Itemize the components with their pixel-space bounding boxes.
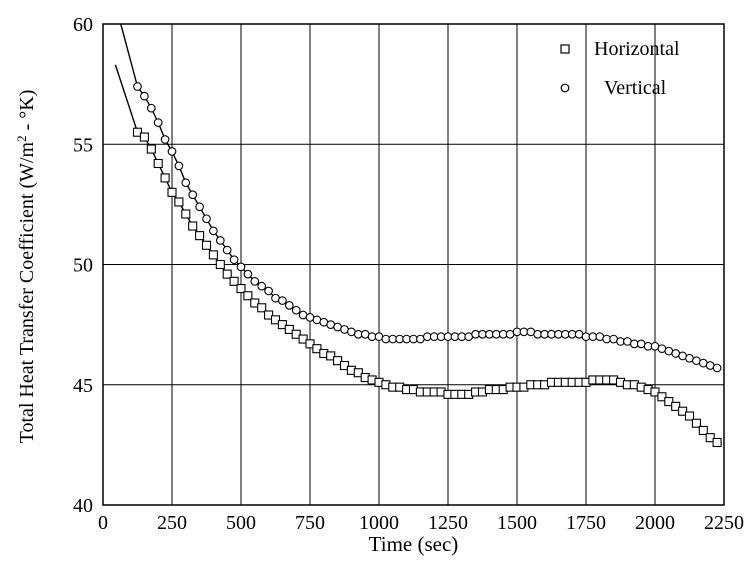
- data-point-horizontal: [257, 303, 267, 313]
- fit-curve-vertical: [120, 24, 718, 369]
- data-point-vertical: [236, 262, 246, 272]
- data-point-horizontal: [188, 221, 198, 231]
- data-point-horizontal: [229, 276, 239, 286]
- data-point-horizontal: [291, 329, 301, 339]
- data-point-horizontal: [353, 368, 363, 378]
- data-point-horizontal: [201, 240, 212, 250]
- data-point-horizontal: [305, 339, 315, 349]
- data-point-vertical: [202, 214, 211, 224]
- data-point-horizontal: [264, 310, 274, 320]
- data-point-vertical: [712, 363, 722, 373]
- data-point-horizontal: [678, 406, 688, 416]
- data-point-horizontal: [284, 324, 294, 334]
- data-point-horizontal: [664, 397, 674, 407]
- data-point-vertical: [153, 118, 163, 127]
- x-tick-label: 1750: [566, 512, 606, 534]
- data-point-vertical: [215, 236, 225, 245]
- data-point-horizontal: [712, 437, 722, 448]
- data-point-horizontal: [195, 231, 205, 241]
- data-point-horizontal: [650, 387, 660, 397]
- data-point-vertical: [284, 301, 294, 310]
- data-point-horizontal: [236, 283, 246, 294]
- x-tick-label: 2250: [704, 512, 744, 534]
- data-point-vertical: [257, 281, 267, 291]
- data-point-vertical: [250, 276, 260, 286]
- x-tick-label: 1000: [359, 512, 399, 534]
- data-point-vertical: [291, 305, 301, 315]
- data-point-vertical: [181, 178, 191, 188]
- data-point-vertical: [229, 255, 239, 265]
- data-point-horizontal: [684, 411, 695, 421]
- x-tick-label: 250: [157, 512, 187, 534]
- data-point-vertical: [160, 135, 170, 144]
- data-point-horizontal: [153, 158, 163, 169]
- data-point-horizontal: [339, 360, 350, 371]
- data-point-horizontal: [215, 259, 225, 270]
- y-tick-label: 60: [73, 14, 93, 36]
- plot-frame: [102, 23, 725, 506]
- legend-marker-vertical: [560, 83, 570, 93]
- data-point-vertical: [188, 190, 198, 200]
- data-point-vertical: [146, 103, 156, 113]
- data-point-vertical: [222, 245, 232, 255]
- data-point-horizontal: [174, 197, 184, 207]
- legend-label-vertical: Vertical: [604, 77, 667, 99]
- data-point-horizontal: [243, 291, 253, 301]
- x-tick-label: 750: [295, 512, 325, 534]
- data-point-vertical: [195, 202, 204, 212]
- y-axis-title-rest: - °K): [16, 90, 38, 136]
- data-point-vertical: [167, 147, 177, 156]
- data-point-horizontal: [208, 250, 218, 260]
- data-point-horizontal: [705, 433, 715, 443]
- data-point-horizontal: [312, 344, 322, 354]
- data-point-horizontal: [160, 173, 170, 183]
- data-point-horizontal: [167, 187, 177, 197]
- grid-lines: [103, 24, 724, 505]
- data-point-horizontal: [132, 127, 143, 137]
- data-point-horizontal: [298, 334, 308, 344]
- data-point-horizontal: [657, 392, 667, 402]
- x-tick-label: 2000: [635, 512, 675, 534]
- x-tick-label: 500: [226, 512, 256, 534]
- x-axis-title: Time (sec): [369, 532, 459, 556]
- data-point-horizontal: [326, 351, 336, 361]
- data-point-vertical: [264, 286, 273, 296]
- data-point-horizontal: [698, 425, 708, 435]
- data-point-horizontal: [250, 298, 260, 308]
- axis-ticks: 0 250 500 750 1000 1250 1500 1750 2000 2250 40 45 50…: [73, 14, 744, 534]
- data-point-horizontal: [181, 209, 191, 219]
- y-axis-title-superscript: 2: [14, 135, 29, 142]
- legend-label-horizontal: Horizontal: [594, 38, 680, 60]
- data-point-horizontal: [333, 356, 343, 366]
- x-tick-label: 1250: [428, 512, 468, 534]
- data-point-vertical: [243, 269, 253, 279]
- y-axis-title: Total Heat Transfer Coefficient (W/m2 - …: [14, 90, 38, 444]
- y-axis-title-main: Total Heat Transfer Coefficient (W/m: [16, 141, 38, 443]
- data-point-horizontal: [222, 269, 232, 279]
- y-tick-label: 55: [73, 134, 93, 156]
- y-tick-label: 50: [73, 255, 93, 277]
- y-tick-label: 40: [73, 495, 93, 517]
- data-point-horizontal: [139, 132, 149, 142]
- data-markers: [132, 82, 722, 448]
- data-point-vertical: [174, 161, 184, 171]
- data-point-horizontal: [270, 315, 281, 325]
- data-point-horizontal: [671, 401, 681, 411]
- x-tick-label: 1500: [497, 512, 537, 534]
- data-point-vertical: [209, 226, 218, 236]
- data-point-vertical: [278, 296, 287, 305]
- data-point-vertical: [140, 91, 149, 101]
- legend: Horizontal Vertical: [560, 38, 680, 99]
- x-tick-label: 0: [98, 512, 108, 534]
- legend-marker-horizontal: [560, 44, 570, 54]
- y-tick-label: 45: [73, 375, 93, 397]
- data-point-horizontal: [277, 320, 287, 330]
- data-point-horizontal: [146, 144, 156, 154]
- data-point-horizontal: [691, 418, 701, 428]
- data-point-vertical: [133, 82, 142, 91]
